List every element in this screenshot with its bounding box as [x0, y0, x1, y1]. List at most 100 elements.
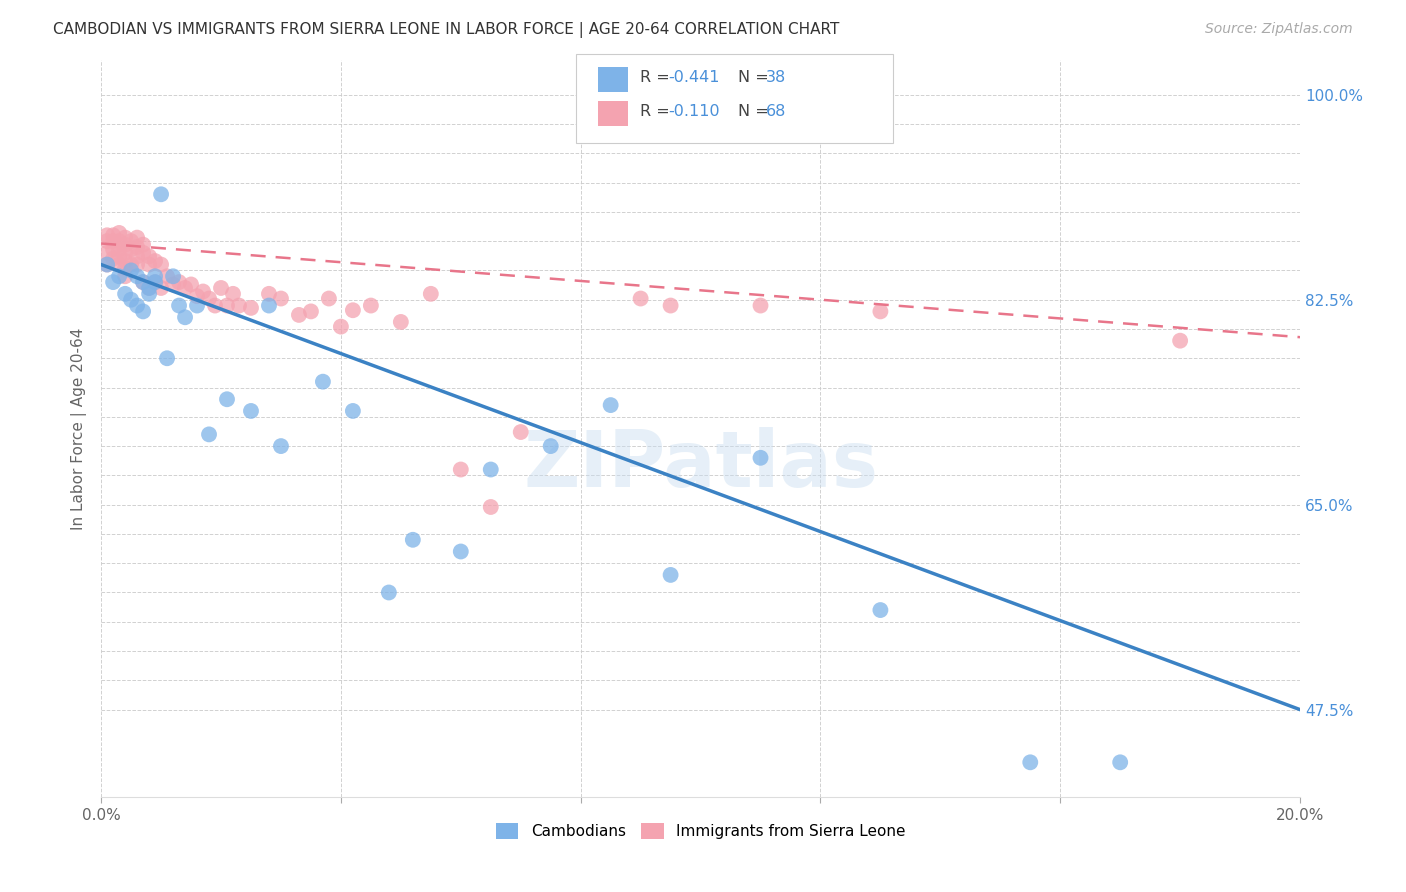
Point [749, 450, 772, 465]
Text: R =: R = [640, 70, 675, 85]
Point [204, 299, 226, 313]
Text: 68: 68 [766, 104, 786, 119]
Point [120, 293, 142, 307]
Point [749, 299, 772, 313]
Text: CAMBODIAN VS IMMIGRANTS FROM SIERRA LEONE IN LABOR FORCE | AGE 20-64 CORRELATION: CAMBODIAN VS IMMIGRANTS FROM SIERRA LEON… [53, 22, 839, 38]
Point [132, 237, 155, 252]
Point [240, 404, 263, 418]
Point [108, 234, 131, 248]
Legend: Cambodians, Immigrants from Sierra Leone: Cambodians, Immigrants from Sierra Leone [489, 817, 911, 845]
Point [162, 269, 184, 284]
Point [419, 286, 441, 301]
Point [114, 269, 136, 284]
Point [150, 281, 173, 295]
Point [96, 258, 118, 272]
Text: 38: 38 [766, 70, 786, 85]
Point [162, 277, 184, 292]
Point [132, 245, 155, 260]
Point [389, 315, 412, 329]
Point [270, 439, 292, 453]
Point [209, 281, 232, 295]
Point [869, 304, 891, 318]
Point [101, 252, 124, 266]
Point [120, 258, 142, 272]
Point [150, 187, 173, 202]
Point [215, 299, 238, 313]
Point [108, 249, 131, 263]
Point [108, 243, 131, 257]
Point [114, 254, 136, 268]
Point [198, 427, 221, 442]
Point [132, 275, 155, 289]
Point [156, 351, 179, 366]
Point [222, 286, 245, 301]
Point [257, 299, 280, 313]
Point [360, 299, 382, 313]
Text: Source: ZipAtlas.com: Source: ZipAtlas.com [1205, 22, 1353, 37]
Point [257, 286, 280, 301]
Point [1168, 334, 1191, 348]
Point [156, 269, 179, 284]
Point [1109, 756, 1132, 770]
Point [127, 269, 149, 284]
Point [342, 303, 364, 318]
Point [540, 439, 562, 453]
Y-axis label: In Labor Force | Age 20-64: In Labor Force | Age 20-64 [72, 327, 87, 530]
Point [114, 245, 136, 260]
Point [101, 275, 124, 289]
Point [138, 281, 160, 295]
Point [240, 301, 263, 315]
Point [132, 275, 155, 289]
Point [108, 269, 131, 284]
Point [127, 249, 149, 263]
Point [186, 299, 208, 313]
Point [127, 258, 149, 272]
Text: ZIPatlas: ZIPatlas [523, 427, 879, 503]
Point [174, 281, 197, 295]
Point [869, 603, 891, 617]
Point [174, 310, 197, 325]
Point [270, 292, 292, 306]
Point [630, 292, 652, 306]
Text: -0.441: -0.441 [668, 70, 720, 85]
Point [479, 500, 502, 514]
Point [127, 240, 149, 254]
Point [101, 228, 124, 243]
Point [659, 568, 682, 582]
Point [114, 261, 136, 276]
Point [114, 286, 136, 301]
Point [198, 292, 221, 306]
Point [191, 285, 214, 299]
Point [138, 249, 160, 263]
Point [180, 277, 202, 292]
Point [215, 392, 238, 407]
Point [96, 245, 118, 260]
Point [378, 585, 401, 599]
Point [150, 258, 173, 272]
Point [509, 425, 531, 439]
Point [120, 243, 142, 257]
Point [114, 237, 136, 252]
Point [108, 226, 131, 240]
Point [659, 299, 682, 313]
Point [127, 230, 149, 244]
Point [120, 234, 142, 248]
Point [101, 234, 124, 248]
Point [450, 462, 472, 476]
Point [138, 286, 160, 301]
Point [143, 254, 166, 268]
Point [167, 275, 190, 289]
Point [1019, 756, 1042, 770]
Point [143, 269, 166, 284]
Point [108, 258, 131, 272]
Text: N =: N = [738, 70, 775, 85]
Point [132, 304, 155, 318]
Point [186, 289, 208, 303]
Point [402, 533, 425, 547]
Point [167, 299, 190, 313]
Point [143, 275, 166, 289]
Point [479, 462, 502, 476]
Point [318, 292, 340, 306]
Point [143, 275, 166, 289]
Point [96, 258, 118, 272]
